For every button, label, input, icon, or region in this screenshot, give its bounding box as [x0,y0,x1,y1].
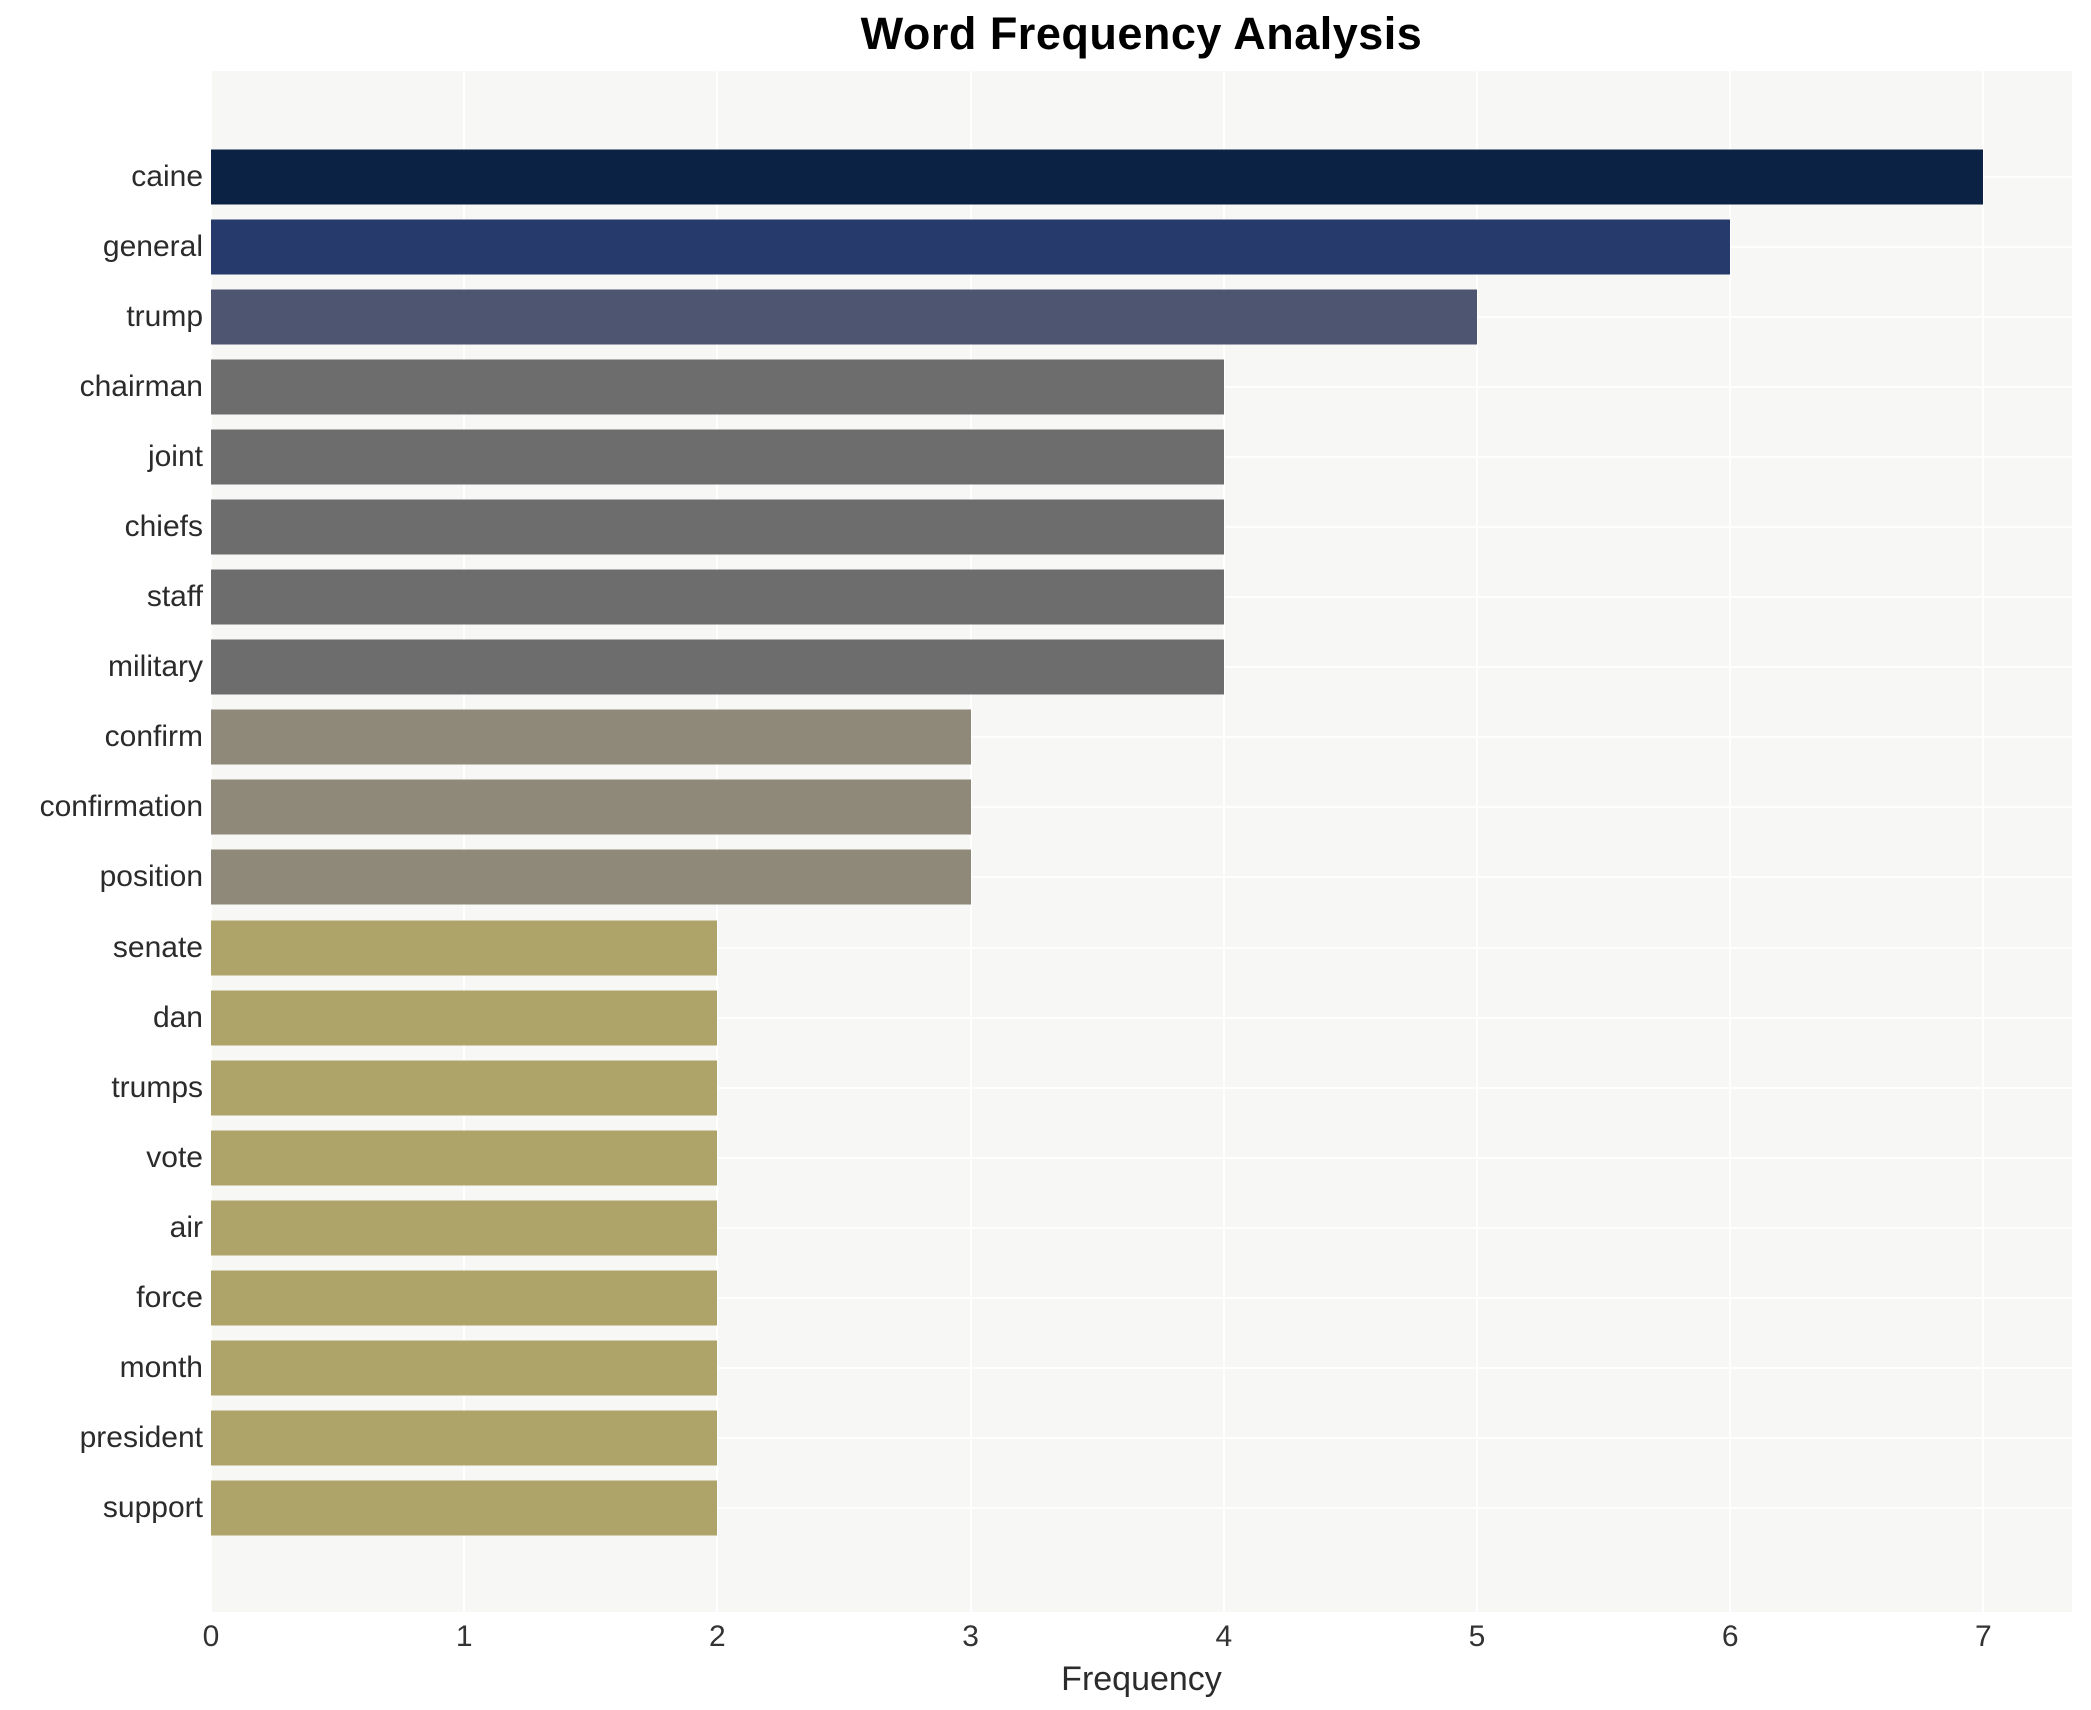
bar-chairman [211,359,1224,415]
category-label-staff: staff [146,580,203,614]
bar-trumps [211,1060,718,1116]
category-label-month: month [119,1350,203,1384]
bar-military [211,639,1224,695]
bar-trump [211,289,1477,345]
x-axis-title: Frequency [1061,1660,1222,1698]
category-label-president: president [79,1420,203,1454]
category-label-chairman: chairman [79,370,203,404]
category-label-confirm: confirm [104,720,203,754]
bar-general [211,219,1731,275]
bar-row-month [211,1333,2072,1403]
bar-air [211,1200,718,1256]
gridline-y [211,806,2072,809]
bar-dan [211,990,718,1046]
bar-row-president [211,1403,2072,1473]
bar-president [211,1410,718,1466]
x-tick-label-6: 6 [1721,1620,1739,1653]
bar-force [211,1270,718,1326]
x-axis-ticks: 0 1 2 3 4 5 6 7 [203,1620,2072,1660]
gridline-y [211,1156,2072,1159]
category-label-joint: joint [147,440,203,474]
y-axis-labels: caine general trump chairman joint chiefs staf… [0,142,203,1543]
bar-position [211,849,971,905]
category-label-chiefs: chiefs [124,510,203,544]
gridline-y [211,736,2072,739]
bar-row-force [211,1263,2072,1333]
gridline-x-0 [210,71,212,1612]
gridline-y [211,1506,2072,1509]
gridline-y [211,1436,2072,1439]
chart-title: Word Frequency Analysis [860,8,1423,59]
bar-caine [211,149,1984,205]
gridline-x-4 [1222,71,1225,1612]
x-tick-label-2: 2 [709,1620,726,1653]
category-label-senate: senate [112,930,203,964]
x-tick-label-3: 3 [962,1620,979,1653]
x-tick-label-4: 4 [1215,1620,1233,1653]
gridline-y [211,1226,2072,1229]
bar-row-joint [211,422,2072,492]
category-label-dan: dan [152,1000,203,1034]
bar-row-chiefs [211,492,2072,562]
bar-confirm [211,709,971,765]
x-tick-label-1: 1 [455,1620,473,1653]
bar-row-senate [211,913,2072,983]
gridline-y [211,1086,2072,1089]
bar-rows [211,142,2072,1543]
bar-row-chairman [211,352,2072,422]
bar-row-confirm [211,702,2072,772]
bar-support [211,1480,718,1536]
category-label-vote: vote [146,1140,203,1174]
category-label-air: air [169,1210,203,1244]
category-label-support: support [102,1490,203,1524]
bar-row-confirmation [211,772,2072,842]
bar-row-general [211,212,2072,282]
gridline-x-1 [463,71,466,1612]
x-tick-label-7: 7 [1975,1620,1992,1653]
category-label-general: general [102,230,203,264]
x-tick-label-5: 5 [1468,1620,1486,1653]
bar-staff [211,569,1224,625]
gridline-x-2 [716,71,719,1612]
gridline-y [211,1296,2072,1299]
bar-confirmation [211,779,971,835]
gridline-y [211,1366,2072,1369]
bar-row-trumps [211,1053,2072,1123]
gridline-y [211,1016,2072,1019]
bar-row-trump [211,282,2072,352]
bar-row-position [211,842,2072,912]
bar-row-air [211,1193,2072,1263]
bar-row-caine [211,142,2072,212]
category-label-trump: trump [126,300,203,334]
gridline-x-3 [969,71,972,1612]
category-label-military: military [108,650,203,684]
gridline-y [211,876,2072,879]
bar-chiefs [211,499,1224,555]
gridline-x-5 [1475,71,1478,1612]
bar-row-vote [211,1123,2072,1193]
bar-row-military [211,632,2072,702]
category-label-trumps: trumps [111,1070,203,1104]
plot-area [210,71,2072,1612]
category-label-position: position [99,860,203,894]
gridline-x-7 [1982,71,1985,1612]
bar-row-staff [211,562,2072,632]
bar-row-dan [211,983,2072,1053]
gridline-x-6 [1729,71,1732,1612]
category-label-confirmation: confirmation [39,790,203,824]
bar-vote [211,1130,718,1186]
gridline-y [211,946,2072,949]
category-label-force: force [136,1280,203,1314]
bar-month [211,1340,718,1396]
bar-joint [211,429,1224,485]
bar-row-support [211,1473,2072,1543]
bar-senate [211,920,718,976]
x-tick-label-0: 0 [202,1620,220,1653]
category-label-caine: caine [131,160,203,194]
